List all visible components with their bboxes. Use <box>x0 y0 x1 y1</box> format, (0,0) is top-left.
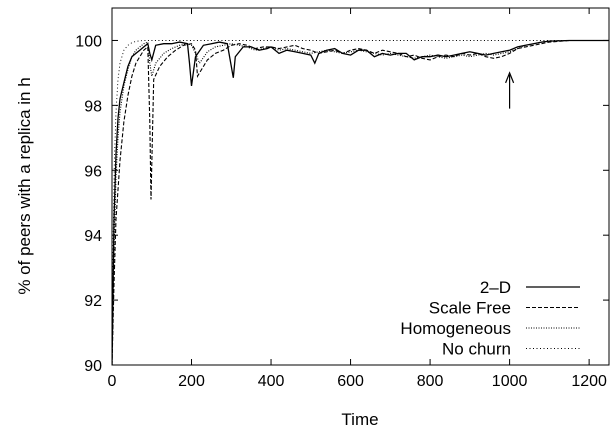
x-axis-title: Time <box>341 410 378 429</box>
series-line-4 <box>112 40 609 365</box>
series-line-1 <box>112 39 609 365</box>
x-axis: 0 200 400 600 800 1000 1200 <box>108 8 607 390</box>
y-tick-label: 90 <box>84 358 102 375</box>
y-tick-label: 94 <box>84 228 102 245</box>
legend-label-4: No churn <box>442 340 511 359</box>
x-tick-label: 800 <box>417 373 444 390</box>
series-line-2 <box>112 39 609 365</box>
plot-area <box>111 7 610 366</box>
legend-label-2: Scale Free <box>429 299 511 318</box>
y-tick-label: 100 <box>75 33 102 50</box>
y-tick-label: 98 <box>84 98 102 115</box>
plot-frame <box>111 7 610 366</box>
annotation-arrow-head <box>505 71 515 84</box>
y-axis-title: % of peers with a replica in h <box>15 77 34 294</box>
legend-label-3: Homogeneous <box>400 319 511 338</box>
x-tick-label: 400 <box>258 373 285 390</box>
legend-label-1: 2–D <box>480 278 511 297</box>
x-tick-label: 0 <box>108 373 117 390</box>
x-tick-label: 1200 <box>571 373 607 390</box>
x-tick-label: 200 <box>178 373 205 390</box>
x-tick-label: 1000 <box>492 373 528 390</box>
y-tick-label: 92 <box>84 293 102 310</box>
x-tick-label: 600 <box>337 373 364 390</box>
series-layer <box>112 39 609 365</box>
series-line-3 <box>112 39 609 365</box>
y-axis: 90 92 94 96 98 100 <box>75 33 609 375</box>
annotation-layer <box>505 71 515 109</box>
y-tick-label: 96 <box>84 163 102 180</box>
